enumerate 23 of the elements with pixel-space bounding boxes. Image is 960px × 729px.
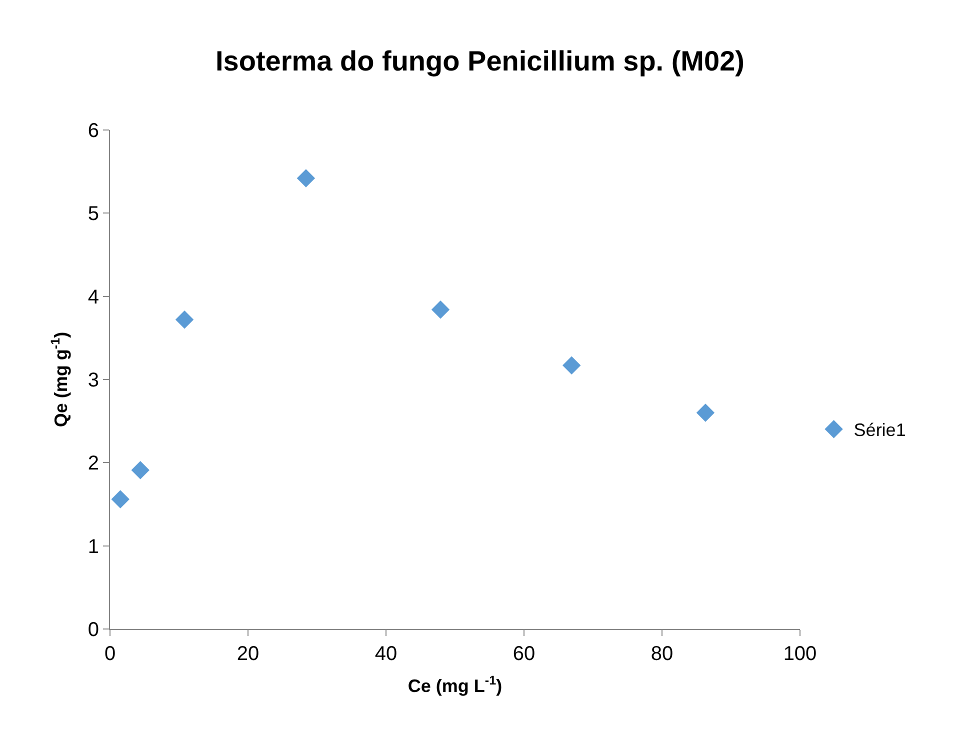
x-tick-label: 20 [236, 643, 260, 665]
x-tick-label: 100 [783, 643, 817, 665]
y-tick-label: 3 [88, 370, 99, 392]
point [111, 490, 130, 508]
point [296, 169, 316, 188]
y-tick-label: 4 [88, 286, 99, 308]
x-tick-label: 40 [374, 643, 398, 665]
point [696, 404, 715, 422]
point [431, 300, 450, 319]
x-tick-label: 60 [512, 643, 536, 665]
chart-title: Isoterma do fungo Penicillium sp. (M02) [216, 46, 744, 77]
point [175, 310, 194, 329]
y-tick-label: 6 [88, 120, 99, 142]
point [562, 356, 581, 374]
x-tick-label: 0 [104, 643, 116, 665]
x-axis-title: Ce (mg L$^{-1}$) [408, 674, 502, 696]
x-tick-label: 80 [650, 643, 674, 665]
point [131, 461, 150, 480]
y-tick-label: 5 [88, 203, 99, 226]
legend-label: Série1 [854, 420, 906, 440]
y-tick-label: 2 [88, 452, 99, 475]
y-tick-label: 1 [88, 536, 99, 558]
y-tick-label: 0 [88, 619, 99, 641]
